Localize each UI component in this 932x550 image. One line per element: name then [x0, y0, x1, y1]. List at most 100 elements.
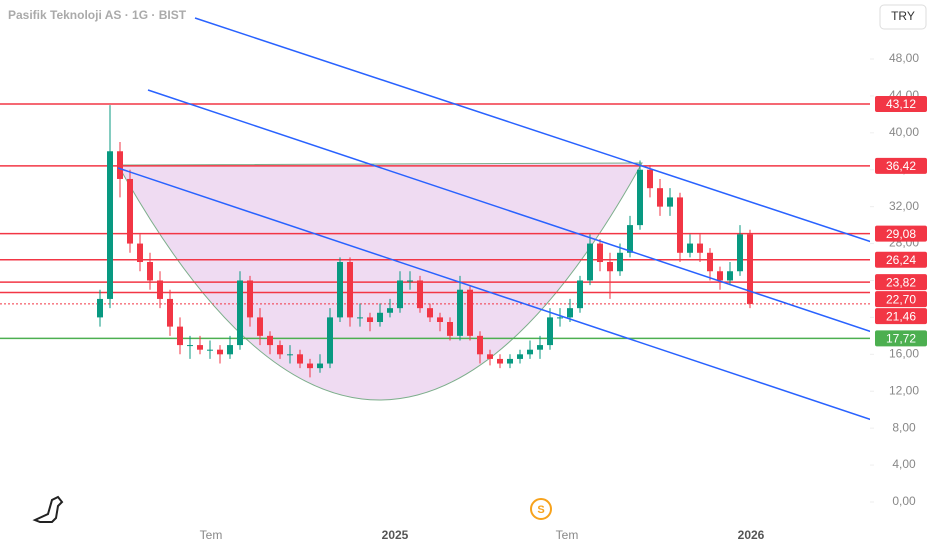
candle-body: [277, 345, 283, 355]
candle-body: [207, 349, 213, 351]
trend-line: [117, 167, 870, 421]
candle-body: [697, 243, 703, 253]
candle-body: [527, 349, 533, 355]
candle-body: [747, 234, 753, 304]
level-tag: [875, 157, 927, 174]
y-tick-label: 8,00: [892, 420, 916, 434]
candle-body: [167, 298, 173, 327]
candle-body: [307, 363, 313, 369]
candle-body: [547, 317, 553, 346]
candle-body: [97, 298, 103, 318]
level-tag-label: 26,24: [886, 253, 916, 267]
level-tag-label: 29,08: [886, 227, 916, 241]
x-tick-label: Tem: [200, 528, 223, 542]
candle-body: [467, 289, 473, 336]
level-tag: [875, 251, 927, 268]
trend-line: [147, 89, 870, 333]
candle-body: [357, 317, 363, 319]
level-tag-label: 22,70: [886, 292, 916, 306]
level-tag: [875, 308, 927, 325]
candle-body: [477, 335, 483, 355]
trend-lines: [117, 17, 870, 421]
candle-body: [407, 280, 413, 282]
currency-button[interactable]: [879, 4, 927, 30]
level-tag: [875, 274, 927, 291]
candle-body: [507, 358, 513, 364]
x-tick-label: 2026: [738, 528, 765, 542]
candle-body: [327, 317, 333, 364]
candle-body: [487, 354, 493, 359]
candle-body: [437, 317, 443, 323]
candle-body: [577, 280, 583, 309]
y-tick-label: 16,00: [889, 346, 919, 360]
x-tick-label: 2025: [382, 528, 409, 542]
level-tag-label: 23,82: [886, 275, 916, 289]
candle-body: [247, 280, 253, 318]
candle-body: [427, 308, 433, 318]
chart-title: Pasifik Teknoloji AS · 1G · BIST: [8, 8, 187, 22]
candle-body: [597, 243, 603, 263]
candle-body: [187, 345, 193, 347]
candle-body: [317, 363, 323, 369]
candle-body: [567, 308, 573, 318]
level-tag-label: 36,42: [886, 159, 916, 173]
y-tick-label: 32,00: [889, 199, 919, 213]
candle-body: [107, 151, 113, 299]
candle-body: [117, 151, 123, 179]
candle-body: [677, 197, 683, 253]
candle-body: [647, 169, 653, 189]
candle-body: [177, 326, 183, 346]
candle-body: [197, 345, 203, 350]
y-tick-label: 0,00: [892, 494, 916, 508]
candle-body: [387, 308, 393, 313]
candle-body: [707, 252, 713, 272]
candle-body: [397, 280, 403, 309]
event-icon[interactable]: [530, 498, 552, 520]
candle-body: [257, 317, 263, 336]
event-icon-label[interactable]: S: [537, 504, 544, 516]
candle-body: [727, 271, 733, 281]
levels: [0, 103, 870, 340]
candle-body: [517, 354, 523, 359]
candle-body: [607, 262, 613, 272]
level-tag: [875, 96, 927, 113]
candle-body: [447, 322, 453, 336]
candle-body: [127, 178, 133, 244]
level-tag-label: 17,72: [886, 332, 916, 346]
currency-label[interactable]: TRY: [891, 9, 915, 23]
candle-body: [417, 280, 423, 309]
candle-body: [557, 317, 563, 319]
level-tag: [875, 330, 927, 347]
candle-body: [497, 358, 503, 364]
candle-body: [617, 252, 623, 272]
candle-body: [637, 169, 643, 226]
candle-body: [147, 262, 153, 281]
candle-body: [137, 243, 143, 263]
candle-body: [297, 354, 303, 364]
candle-body: [377, 312, 383, 323]
x-tick-label: Tem: [556, 528, 579, 542]
level-labels: 43,12 36,42 29,08 26,24 23,82 22,70 21,46 17,72: [875, 96, 927, 347]
level-tag: [875, 225, 927, 242]
y-tick-label: 4,00: [892, 457, 916, 471]
candle-body: [457, 289, 463, 336]
trend-line: [194, 17, 870, 243]
candle-body: [687, 243, 693, 253]
candle-body: [667, 197, 673, 207]
candle-body: [367, 317, 373, 323]
candle-body: [237, 280, 243, 346]
logo[interactable]: [32, 495, 64, 523]
candle-body: [267, 335, 273, 346]
level-tag: [875, 291, 927, 308]
candle-body: [217, 349, 223, 355]
candle-body: [627, 225, 633, 253]
candle-body: [227, 345, 233, 355]
candle-body: [157, 280, 163, 299]
level-tag-label: 21,46: [886, 309, 916, 323]
candle-body: [337, 262, 343, 318]
level-tag-label: 43,12: [886, 97, 916, 111]
candle-body: [537, 345, 543, 350]
candle-body: [347, 262, 353, 318]
